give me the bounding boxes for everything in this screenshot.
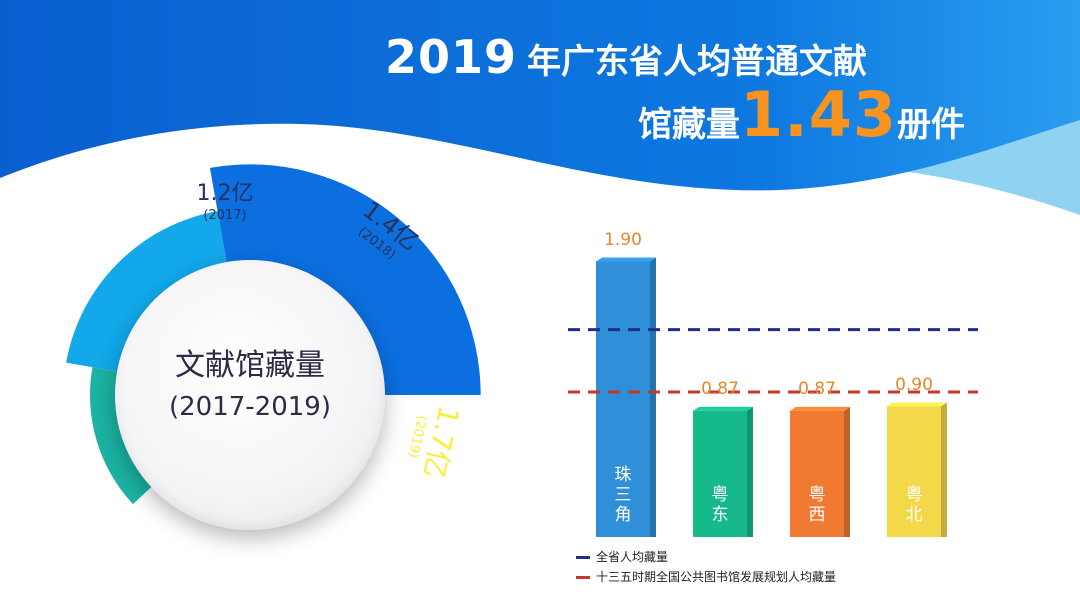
bar-value-label-west: 0.87 — [798, 378, 836, 399]
slice-label-2017: 1.2亿 (2017) — [175, 181, 275, 225]
donut-slice-2019 — [209, 164, 481, 395]
bar-top-west — [790, 406, 850, 411]
bar-north — [887, 406, 941, 537]
legend-swatch-plan — [576, 576, 590, 579]
bar-top-pearl-river-delta — [596, 257, 656, 262]
bar-value-label-east: 0.87 — [701, 378, 739, 399]
legend-swatch-province — [576, 556, 590, 559]
bar-value-label-north: 0.90 — [895, 374, 933, 395]
bar-west — [790, 410, 844, 537]
donut-slice-2018 — [66, 211, 230, 375]
slice-year-2017: (2017) — [203, 208, 247, 223]
legend-item-national-plan: 十三五时期全国公共图书馆发展规划人均藏量 — [576, 568, 906, 585]
bar-side-pearl-river-delta — [650, 257, 656, 537]
title-line-2: 馆藏量1.43册件 — [638, 78, 1068, 151]
donut-center-subtitle: (2017-2019) — [168, 392, 331, 422]
bar-top-north — [887, 402, 947, 407]
title-line-2-prefix: 馆藏量 — [638, 105, 740, 145]
bar-category-label-pearl-river-delta: 珠三角 — [614, 465, 632, 525]
bar-category-label-east: 粤东 — [711, 485, 729, 525]
wave-dark-layer — [0, 0, 1080, 191]
slice-value-2017: 1.2亿 — [196, 181, 254, 206]
bar-top-east — [693, 406, 753, 411]
bar-side-west — [844, 406, 850, 537]
bar-category-label-west: 粤西 — [808, 485, 826, 525]
donut-center-circle — [115, 260, 385, 530]
title-highlight-value: 1.43 — [740, 78, 897, 151]
donut-center-title: 文献馆藏量 — [175, 348, 325, 383]
bar-side-east — [747, 406, 753, 537]
title-line-2-suffix: 册件 — [896, 105, 965, 145]
bar-east — [693, 410, 747, 537]
title-line-1-text: 年广东省人均普通文献 — [527, 42, 868, 82]
bar-value-label-pearl-river-delta: 1.90 — [604, 229, 642, 250]
title-year: 2019 — [385, 30, 518, 84]
bar-pearl-river-delta — [596, 261, 650, 537]
bar-side-north — [941, 402, 947, 537]
bar-category-label-north: 粤北 — [905, 485, 923, 525]
legend-item-province-average: 全省人均藏量 — [576, 548, 906, 565]
title-line-1: 2019 年广东省人均普通文献 — [385, 30, 1025, 84]
legend-label-plan: 十三五时期全国公共图书馆发展规划人均藏量 — [596, 570, 837, 584]
legend-label-province: 全省人均藏量 — [596, 550, 669, 564]
